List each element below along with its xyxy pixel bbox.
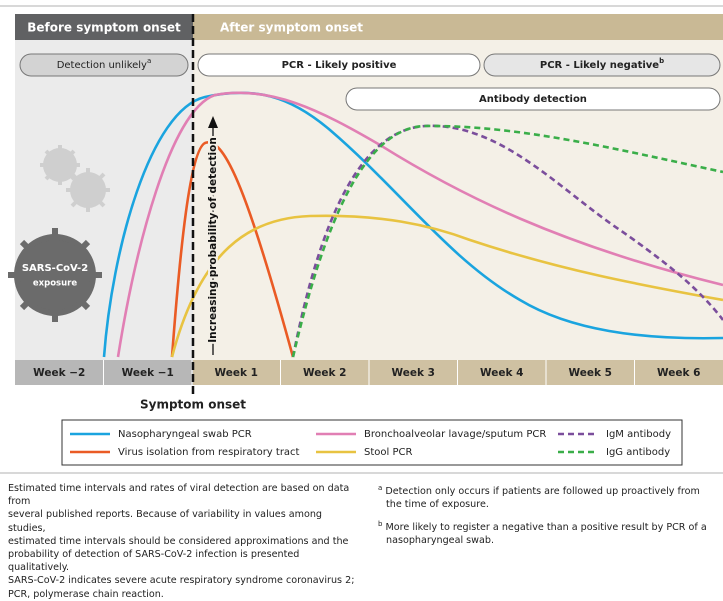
phase-label: PCR - Likely positive — [282, 60, 397, 71]
week-label: Week 6 — [657, 367, 700, 379]
legend-label: IgG antibody — [606, 447, 670, 458]
week-label: Week −2 — [33, 367, 85, 379]
week-label: Week 4 — [480, 367, 523, 379]
diagram: Before symptom onset After symptom onset… — [0, 0, 723, 476]
week-label: Week 3 — [392, 367, 435, 379]
legend-label: Virus isolation from respiratory tract — [118, 447, 300, 458]
legend-label: IgM antibody — [606, 429, 671, 440]
phase-label: Antibody detection — [479, 94, 587, 105]
footnote-text: More likely to register a negative than … — [386, 522, 707, 546]
header-text: After symptom onset — [220, 21, 363, 35]
virus-icon — [8, 228, 102, 322]
legend-label: Stool PCR — [364, 447, 412, 458]
header-text: Before symptom onset — [27, 21, 181, 35]
week-label: Week −1 — [122, 367, 174, 379]
phase-label: Detection unlikelya — [57, 57, 152, 71]
week-label: Week 5 — [569, 367, 612, 379]
week-label: Week 2 — [303, 367, 346, 379]
footnote: a Detection only occurs if patients are … — [378, 482, 718, 512]
note-line: several published reports. Because of va… — [8, 508, 358, 534]
footnote-mark: a — [378, 484, 382, 492]
legend-box — [62, 420, 682, 465]
exposure-label: SARS-CoV-2 — [22, 263, 88, 274]
exposure-label: exposure — [33, 279, 77, 289]
note-line: estimated time intervals should be consi… — [8, 535, 358, 548]
footnote-text: Detection only occurs if patients are fo… — [385, 486, 699, 510]
footnote-mark: b — [378, 520, 382, 528]
page: {"header": {"before": "Before symptom on… — [0, 0, 723, 572]
note-line: SARS-CoV-2 indicates severe acute respir… — [8, 574, 358, 587]
week-label: Week 1 — [215, 367, 258, 379]
method-note: Estimated time intervals and rates of vi… — [8, 482, 358, 601]
legend-label: Bronchoalveolar lavage/sputum PCR — [364, 429, 546, 440]
legend-label: Nasopharyngeal swab PCR — [118, 429, 252, 440]
phase-label: PCR - Likely negativeb — [540, 57, 664, 71]
letter-notes: a Detection only occurs if patients are … — [378, 482, 718, 553]
note-line: PCR, polymerase chain reaction. — [8, 588, 358, 601]
note-line: probability of detection of SARS-CoV-2 i… — [8, 548, 358, 574]
axis-label: Increasing probability of detection — [207, 137, 219, 343]
onset-label: Symptom onset — [140, 398, 246, 412]
footnote: b More likely to register a negative tha… — [378, 518, 718, 548]
note-line: Estimated time intervals and rates of vi… — [8, 482, 358, 508]
